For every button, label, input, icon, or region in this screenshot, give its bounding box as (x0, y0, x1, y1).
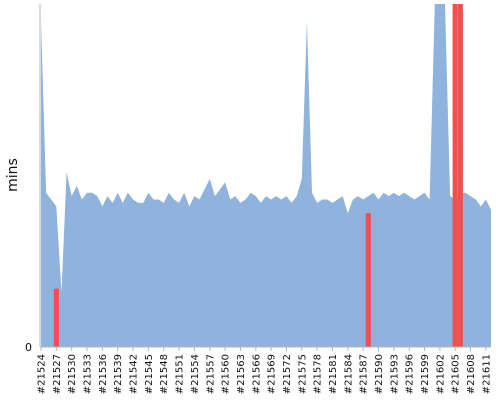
x-tick-label: #21545 (144, 354, 155, 394)
x-tick-label: #21566 (251, 354, 262, 394)
y-tick-label: 0 (25, 341, 32, 354)
x-tick-label: #21584 (343, 354, 354, 394)
highlight-bar-21606[interactable] (457, 4, 463, 347)
x-tick-label: #21599 (420, 354, 431, 394)
x-tick-label: #21548 (159, 354, 170, 394)
plot-area (41, 4, 491, 347)
x-tick-label: #21572 (282, 354, 293, 394)
x-tick-label: #21581 (328, 354, 339, 394)
x-tick-label: #21578 (313, 354, 324, 394)
x-tick-label: #21542 (129, 354, 140, 394)
x-tick-label: #21524 (37, 354, 48, 394)
x-tick-label: #21608 (466, 354, 477, 394)
x-tick-label: #21575 (297, 354, 308, 394)
x-tick-label: #21557 (205, 354, 216, 394)
x-tick-label: #21611 (481, 354, 492, 394)
x-tick-label: #21551 (175, 354, 186, 394)
x-tick-label: #21569 (267, 354, 278, 394)
x-tick-label: #21605 (451, 354, 462, 394)
x-tick-label: #21554 (190, 354, 201, 394)
x-tick-label: #21536 (98, 354, 109, 394)
y-axis-title: mins (5, 158, 21, 192)
x-tick-label: #21530 (67, 354, 78, 394)
highlight-bar-21588[interactable] (365, 213, 371, 347)
x-tick-label: #21563 (236, 354, 247, 394)
x-tick-label: #21560 (221, 354, 232, 394)
x-tick-label: #21602 (435, 354, 446, 394)
x-tick-label: #21527 (52, 354, 63, 394)
y-ticks: 0 (25, 341, 32, 354)
x-tick-label: #21539 (113, 354, 124, 394)
x-tick-label: #21533 (83, 354, 94, 394)
area-series-0 (41, 4, 491, 347)
highlight-bar-21527[interactable] (53, 288, 59, 347)
x-ticks: #21524 #21527 #21530 #21533 #21536 #21539 #215… (37, 347, 492, 394)
x-tick-label: #21593 (389, 354, 400, 394)
x-tick-label: #21590 (374, 354, 385, 394)
highlight-bar-21605[interactable] (452, 4, 458, 347)
x-tick-label: #21587 (359, 354, 370, 394)
x-tick-label: #21596 (405, 354, 416, 394)
